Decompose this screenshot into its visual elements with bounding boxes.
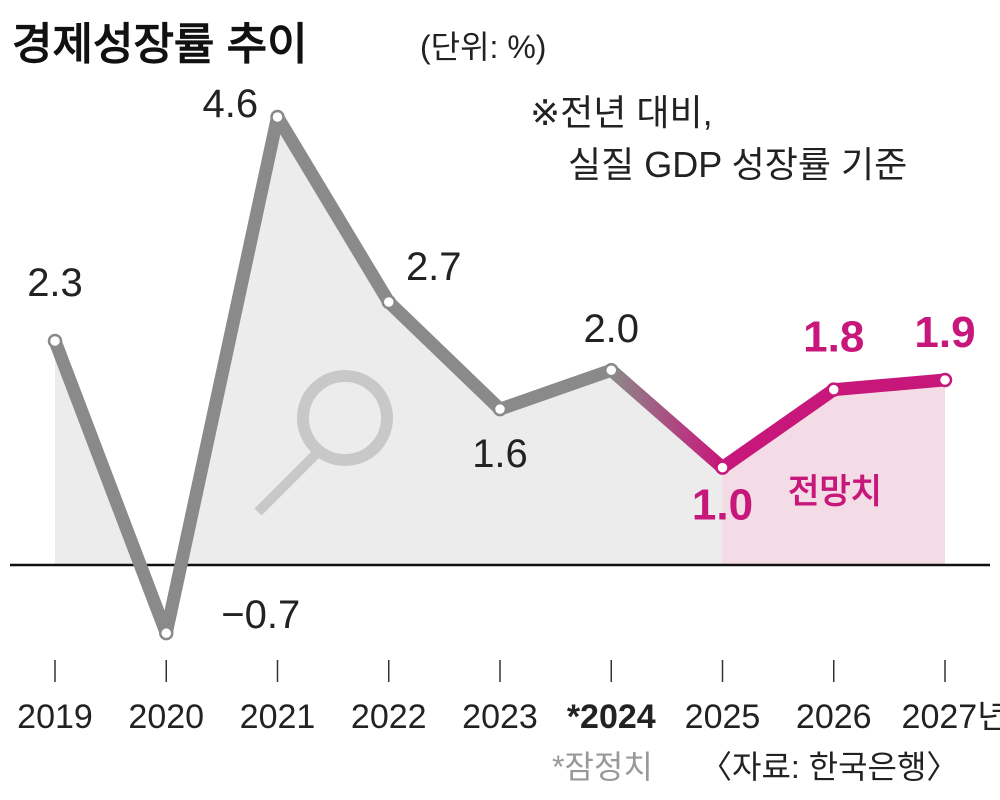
unit-label: (단위: %) — [420, 29, 547, 65]
data-label: 2.7 — [406, 245, 462, 289]
x-tick-label: 2026 — [796, 698, 872, 736]
forecast-area — [722, 379, 945, 565]
line-segment — [271, 110, 396, 309]
x-tick-label: 2020 — [128, 698, 204, 736]
data-point — [492, 401, 508, 417]
note-line-2: 실질 GDP 성장률 기준 — [568, 144, 908, 185]
data-label: 1.9 — [914, 308, 975, 357]
data-point — [715, 460, 730, 475]
magnifier-icon — [254, 370, 393, 516]
line-segment — [48, 334, 173, 640]
x-tick-label: 2019 — [17, 698, 93, 736]
data-point — [604, 362, 619, 378]
provisional-note: *잠정치 — [552, 749, 653, 785]
data-label: −0.7 — [221, 593, 300, 637]
magnifier-ring — [297, 370, 393, 466]
line-segment — [493, 363, 618, 416]
line-segment — [827, 373, 952, 397]
line-segment — [716, 383, 841, 475]
x-tick-label: 2021 — [240, 698, 316, 736]
x-tick-label: 2025 — [685, 698, 761, 736]
magnifier-handle — [254, 448, 322, 516]
data-point — [381, 294, 396, 310]
line-segment — [159, 110, 284, 640]
x-tick-label: 2022 — [351, 698, 427, 736]
data-point — [159, 625, 174, 641]
x-tick-label: *2024 — [567, 698, 656, 736]
line-segment — [382, 295, 507, 416]
source-label: 〈자료: 한국은행〉 — [700, 749, 959, 785]
data-point — [47, 333, 63, 349]
chart-title: 경제성장률 추이 — [12, 20, 308, 69]
actual-area — [55, 116, 723, 565]
x-tick-label: 2023 — [462, 698, 538, 736]
data-point — [937, 372, 953, 388]
line-segment — [604, 363, 729, 475]
data-point — [270, 109, 285, 125]
data-label: 1.6 — [472, 432, 528, 476]
forecast-label: 전망치 — [788, 473, 882, 511]
data-label: 4.6 — [203, 82, 259, 126]
note-line-1: ※전년 대비, — [530, 92, 713, 133]
data-label: 1.8 — [803, 313, 864, 362]
x-tick-label: 2027년 — [902, 698, 1000, 736]
data-label: 1.0 — [692, 481, 753, 530]
data-label: 2.3 — [27, 261, 83, 305]
data-point — [826, 382, 841, 397]
data-label: 2.0 — [583, 307, 639, 351]
